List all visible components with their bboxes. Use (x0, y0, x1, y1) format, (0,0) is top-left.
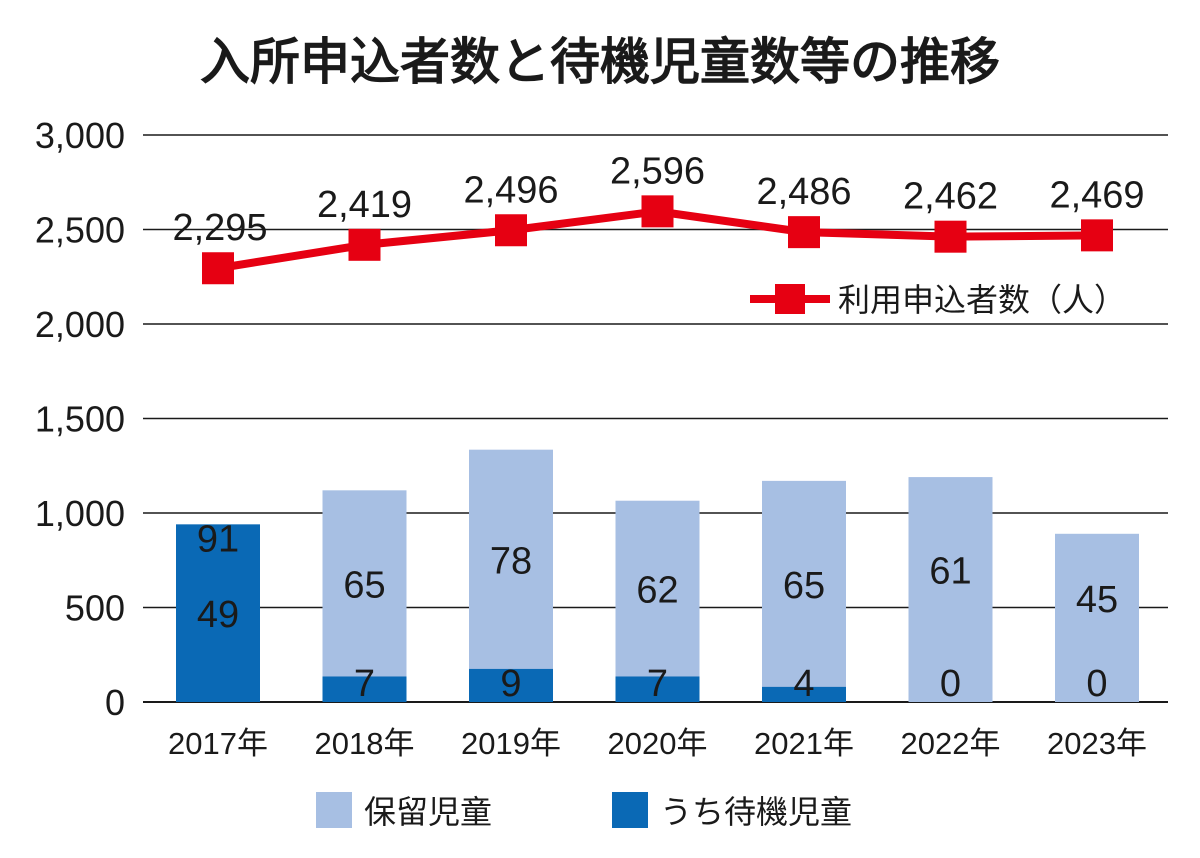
bar-waiting-label: 49 (197, 594, 239, 636)
legend-waiting-swatch (612, 792, 648, 828)
y-tick-label: 0 (105, 682, 125, 723)
bar-pending-label: 91 (197, 519, 239, 561)
bar-pending (322, 490, 407, 702)
chart-title: 入所申込者数と待機児童数等の推移 (200, 33, 1000, 91)
line-value-label: 2,469 (1049, 174, 1144, 216)
bar-waiting (762, 686, 846, 702)
line-marker (934, 220, 967, 253)
bar-pending (1055, 533, 1139, 702)
bar-waiting (322, 676, 407, 702)
line-value-label: 2,486 (756, 171, 851, 213)
legend-waiting-label: うち待機児童 (660, 793, 852, 831)
line-value-label: 2,419 (317, 184, 412, 226)
x-tick-label: 2020年 (608, 726, 708, 761)
line-marker (641, 195, 674, 228)
bar-waiting (469, 668, 553, 702)
bar-waiting-label: 7 (354, 663, 375, 705)
x-tick-label: 2017年 (168, 726, 268, 761)
line-value-label: 2,462 (903, 176, 998, 218)
y-tick-label: 3,000 (35, 115, 125, 156)
bar-waiting-label: 4 (793, 663, 814, 705)
line-value-label: 2,295 (172, 207, 267, 249)
line-marker (348, 228, 381, 261)
bar-pending (762, 480, 846, 702)
bar-waiting-label: 0 (1086, 663, 1107, 705)
y-tick-label: 2,500 (35, 210, 125, 251)
y-tick-label: 1,500 (35, 399, 125, 440)
line-value-label: 2,496 (463, 169, 558, 211)
bar-pending-label: 61 (929, 551, 971, 593)
bar-waiting (176, 524, 260, 702)
y-tick-label: 2,000 (35, 304, 125, 345)
line-marker (788, 216, 820, 249)
bar-waiting (615, 676, 700, 702)
y-tick-label: 1,000 (35, 493, 125, 534)
x-tick-label: 2021年 (754, 726, 854, 761)
bar-pending-label: 65 (783, 565, 825, 607)
bar-pending (469, 449, 553, 702)
bar-waiting-label: 0 (940, 663, 961, 705)
legend-pending-label: 保留児童 (364, 793, 492, 831)
x-tick-label: 2023年 (1047, 726, 1147, 761)
legend-pending-swatch (316, 792, 352, 828)
bar-pending-label: 62 (636, 570, 678, 612)
line-marker (1081, 219, 1113, 252)
line-marker (495, 214, 527, 247)
x-tick-label: 2022年 (901, 726, 1001, 761)
bar-pending-label: 78 (490, 540, 532, 582)
line-value-label: 2,596 (610, 150, 705, 192)
y-tick-label: 500 (65, 588, 125, 629)
bar-pending (615, 500, 700, 702)
legend-line-marker (775, 284, 805, 314)
bar-pending (908, 477, 993, 702)
bar-waiting-label: 7 (647, 663, 668, 705)
bar-waiting-label: 9 (500, 663, 521, 705)
line-marker (202, 252, 234, 285)
x-tick-label: 2018年 (315, 726, 415, 761)
legend-line-label: 利用申込者数（人） (838, 281, 1126, 319)
bar-pending-label: 45 (1076, 579, 1118, 621)
x-tick-label: 2019年 (461, 726, 561, 761)
bar-pending-label: 65 (343, 564, 385, 606)
